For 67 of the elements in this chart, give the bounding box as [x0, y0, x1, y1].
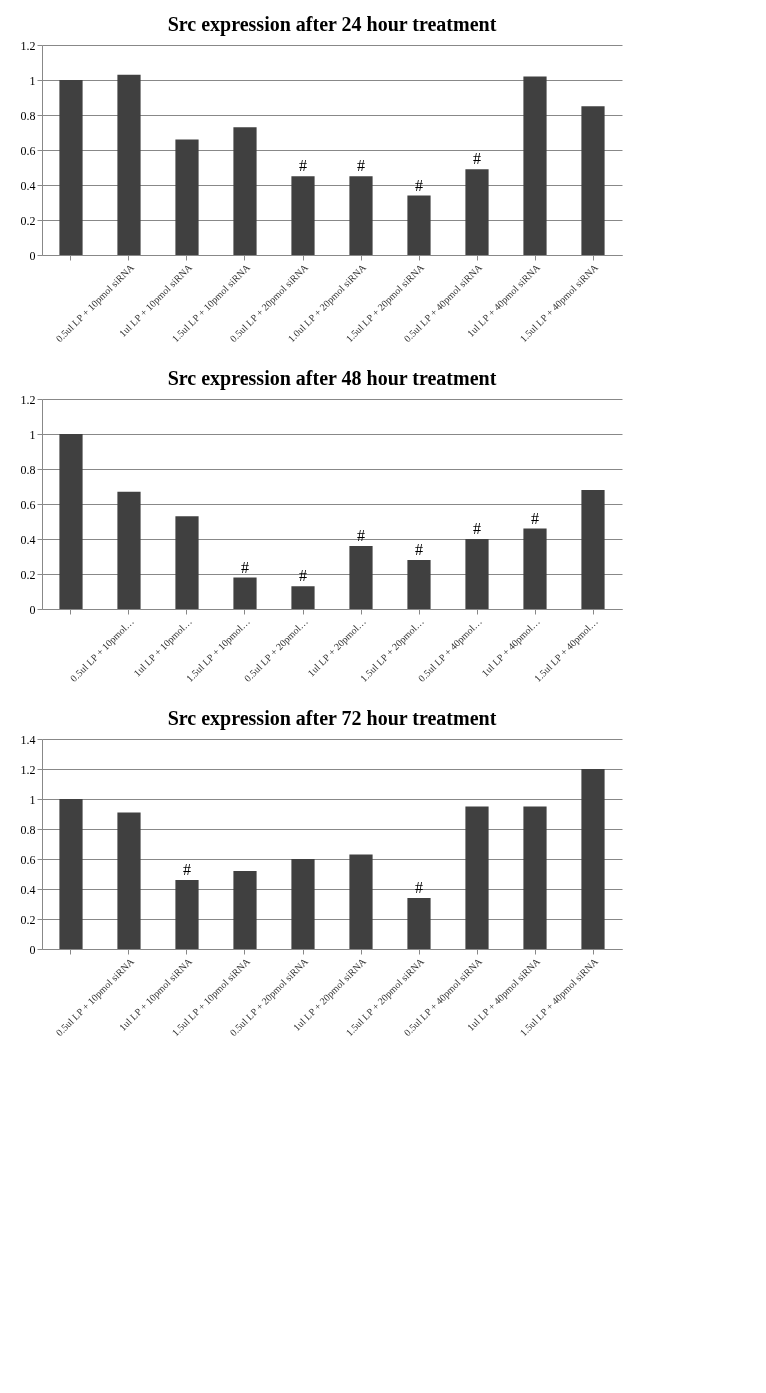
- bar: [117, 74, 141, 255]
- bar: [175, 880, 199, 949]
- y-tick-label: 0.6: [20, 143, 36, 158]
- bar: [117, 491, 141, 609]
- annotation: #: [241, 558, 249, 576]
- y-tick-label: 1: [29, 73, 36, 88]
- annotation: #: [415, 541, 423, 558]
- y-tick-label: 0.2: [20, 213, 36, 228]
- y-tick-label: 0.6: [20, 497, 36, 512]
- bar: [465, 806, 489, 949]
- bar: [581, 490, 605, 609]
- y-tick-label: 1: [29, 792, 36, 807]
- y-tick-label: 0.4: [20, 178, 36, 193]
- annotation: #: [473, 520, 481, 537]
- annotation: #: [357, 157, 365, 175]
- annotation: #: [473, 150, 481, 168]
- bar: [291, 586, 315, 609]
- annotation: #: [415, 879, 423, 896]
- bar: [233, 127, 257, 255]
- bar: [523, 806, 547, 949]
- y-tick-label: 0.4: [20, 532, 36, 547]
- bar: [581, 769, 605, 949]
- y-tick-label: 1: [29, 427, 36, 442]
- y-tick-label: 0.4: [20, 882, 36, 897]
- bar: [407, 898, 431, 949]
- bar: [59, 434, 83, 609]
- y-tick-label: 0.8: [20, 462, 36, 477]
- bar: [581, 106, 605, 255]
- bar: [175, 139, 199, 255]
- y-tick-label: 0.2: [20, 912, 36, 927]
- bar: [175, 516, 199, 609]
- bar: [59, 80, 83, 255]
- y-tick-label: 1.2: [20, 762, 36, 777]
- bar: [59, 799, 83, 949]
- y-tick-label: 0.2: [20, 567, 36, 582]
- bar: [465, 539, 489, 609]
- bar: [349, 546, 373, 609]
- chart-title: Src expression after 72 hour treatment: [167, 707, 497, 730]
- bar: [233, 577, 257, 609]
- annotation: #: [299, 567, 307, 585]
- chart-title: Src expression after 24 hour treatment: [167, 13, 497, 36]
- annotation: #: [183, 861, 191, 878]
- bar: [349, 176, 373, 255]
- y-tick-label: 0: [29, 942, 36, 957]
- bar: [233, 871, 257, 949]
- bar: [291, 859, 315, 949]
- bar: [349, 854, 373, 949]
- annotation: #: [357, 527, 365, 544]
- bar: [523, 76, 547, 255]
- bar: [291, 176, 315, 255]
- annotation: #: [299, 157, 307, 175]
- y-tick-label: 0.6: [20, 852, 36, 867]
- annotation: #: [415, 176, 423, 194]
- bar: [407, 560, 431, 609]
- y-tick-label: 0.8: [20, 822, 36, 837]
- y-tick-label: 0: [29, 602, 36, 617]
- bar: [523, 528, 547, 609]
- y-tick-label: 1.2: [20, 392, 36, 407]
- annotation: #: [531, 509, 539, 527]
- y-tick-label: 1.2: [20, 38, 36, 53]
- bar: [465, 169, 489, 255]
- chart-title: Src expression after 48 hour treatment: [167, 367, 497, 390]
- bar: [117, 812, 141, 949]
- y-tick-label: 1.4: [20, 732, 36, 747]
- y-tick-label: 0.8: [20, 108, 36, 123]
- y-tick-label: 0: [29, 248, 36, 263]
- bar: [407, 195, 431, 255]
